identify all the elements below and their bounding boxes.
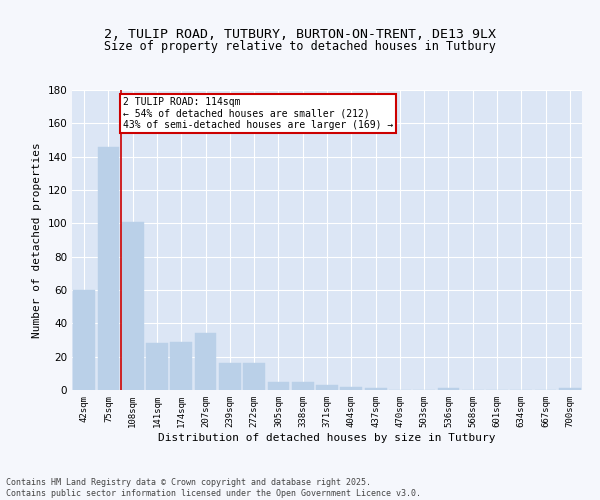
Bar [97,146,119,390]
Y-axis label: Number of detached properties: Number of detached properties [32,142,42,338]
Text: 2 TULIP ROAD: 114sqm
← 54% of detached houses are smaller (212)
43% of semi-deta: 2 TULIP ROAD: 114sqm ← 54% of detached h… [123,96,393,130]
Bar [122,222,143,390]
Text: Contains HM Land Registry data © Crown copyright and database right 2025.
Contai: Contains HM Land Registry data © Crown c… [6,478,421,498]
Bar [316,385,338,390]
Bar [194,334,217,390]
Bar [340,386,362,390]
Bar [437,388,460,390]
Text: Size of property relative to detached houses in Tutbury: Size of property relative to detached ho… [104,40,496,53]
Bar [146,344,168,390]
Text: 2, TULIP ROAD, TUTBURY, BURTON-ON-TRENT, DE13 9LX: 2, TULIP ROAD, TUTBURY, BURTON-ON-TRENT,… [104,28,496,40]
Bar [559,388,581,390]
Bar [170,342,192,390]
Bar [219,364,241,390]
Bar [243,364,265,390]
Bar [365,388,386,390]
Bar [268,382,289,390]
Bar [292,382,314,390]
Bar [73,290,95,390]
X-axis label: Distribution of detached houses by size in Tutbury: Distribution of detached houses by size … [158,432,496,442]
